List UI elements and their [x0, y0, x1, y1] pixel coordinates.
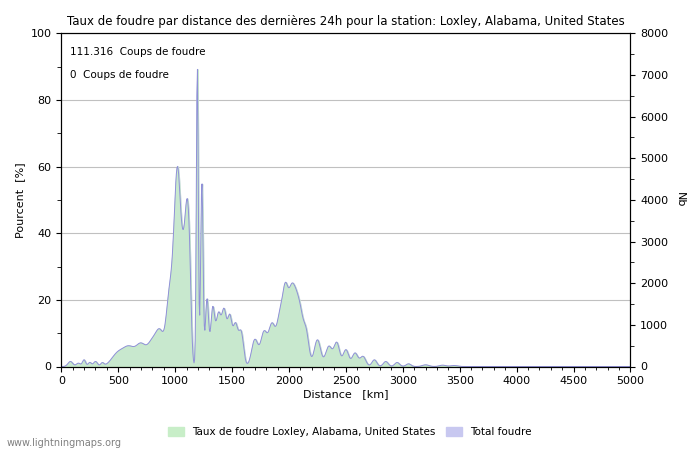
Y-axis label: Pourcent  [%]: Pourcent [%] — [15, 162, 25, 238]
Title: Taux de foudre par distance des dernières 24h pour la station: Loxley, Alabama, : Taux de foudre par distance des dernière… — [67, 15, 625, 28]
X-axis label: Distance   [km]: Distance [km] — [303, 389, 389, 399]
Text: www.lightningmaps.org: www.lightningmaps.org — [7, 438, 122, 448]
Legend: Taux de foudre Loxley, Alabama, United States, Total foudre: Taux de foudre Loxley, Alabama, United S… — [165, 424, 535, 440]
Y-axis label: Nb: Nb — [675, 192, 685, 207]
Text: 111.316  Coups de foudre: 111.316 Coups de foudre — [70, 47, 205, 57]
Text: 0  Coups de foudre: 0 Coups de foudre — [70, 70, 169, 80]
